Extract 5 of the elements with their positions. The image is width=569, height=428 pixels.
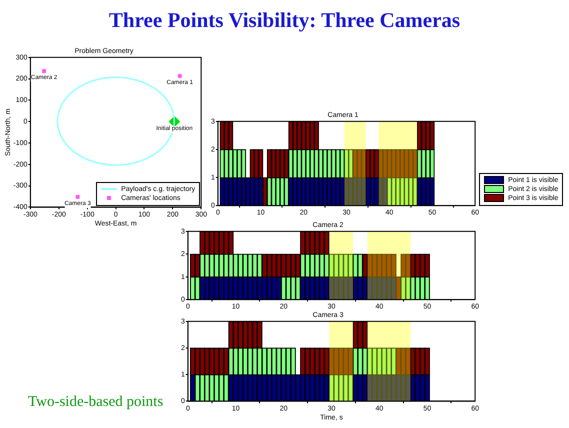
point bbox=[42, 69, 46, 74]
point bbox=[76, 195, 80, 199]
point bbox=[178, 74, 182, 78]
text: Two-side-based points bbox=[28, 394, 164, 411]
text: Three Points Visibility: Three Cameras bbox=[108, 8, 462, 33]
